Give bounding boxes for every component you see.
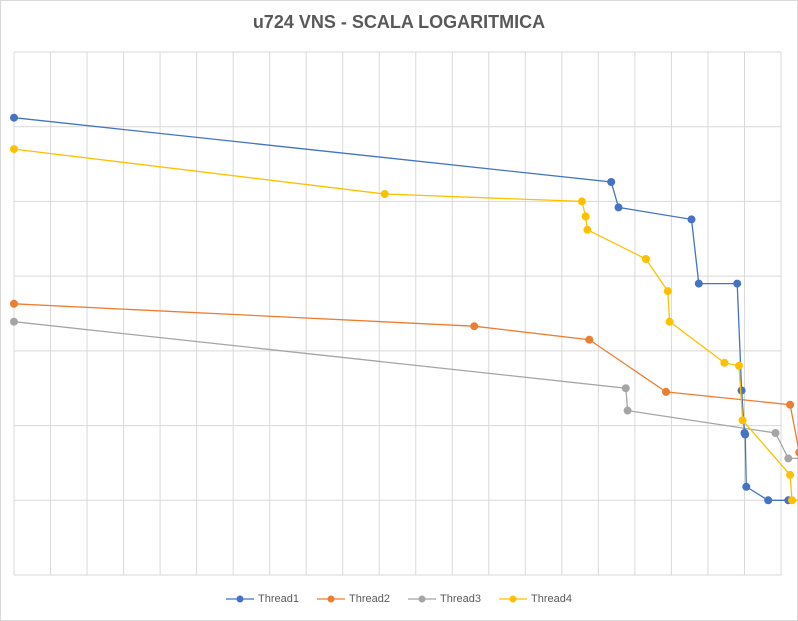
legend-swatch xyxy=(226,595,255,603)
legend-swatch xyxy=(317,595,346,603)
series-layer xyxy=(10,113,798,505)
data-point-thread4 xyxy=(577,197,586,206)
data-point-thread1 xyxy=(737,386,746,395)
data-point-thread1 xyxy=(694,279,703,288)
data-point-thread4 xyxy=(786,470,795,479)
data-point-thread2 xyxy=(795,448,798,457)
data-point-thread2 xyxy=(662,387,670,396)
data-point-thread4 xyxy=(735,361,743,370)
series-thread3 xyxy=(10,317,798,463)
data-point-thread4 xyxy=(581,212,590,221)
data-point-thread1 xyxy=(742,482,751,491)
data-point-thread2 xyxy=(786,400,795,409)
legend-swatch xyxy=(408,595,436,603)
data-point-thread1 xyxy=(687,215,696,224)
legend-label: Thread3 xyxy=(440,593,481,605)
data-point-thread4 xyxy=(788,496,796,505)
data-point-thread1 xyxy=(733,279,742,288)
series-thread4 xyxy=(10,145,798,505)
data-point-thread3 xyxy=(621,384,630,393)
data-point-thread2 xyxy=(10,299,18,308)
legend-item-thread2: Thread2 xyxy=(317,593,390,605)
data-point-thread1 xyxy=(614,203,623,212)
legend-swatch xyxy=(498,595,527,603)
legend-label: Thread4 xyxy=(530,593,572,605)
series-line-thread2 xyxy=(13,303,798,450)
data-point-thread4 xyxy=(663,287,672,296)
data-point-thread4 xyxy=(380,190,389,198)
data-point-thread4 xyxy=(738,416,747,425)
series-thread2 xyxy=(10,299,798,457)
data-point-thread4 xyxy=(583,225,592,234)
data-point-thread1 xyxy=(10,113,18,122)
data-point-thread3 xyxy=(784,454,793,463)
chart-title: u724 VNS - SCALA LOGARITMICA xyxy=(252,12,546,32)
data-point-thread4 xyxy=(665,317,674,326)
legend-item-thread3: Thread3 xyxy=(408,593,481,605)
data-point-thread3 xyxy=(10,317,18,326)
data-point-thread4 xyxy=(10,145,18,154)
legend-item-thread1: Thread1 xyxy=(226,593,299,605)
data-point-thread1 xyxy=(741,430,750,439)
legend-label: Thread2 xyxy=(349,593,390,605)
data-point-thread4 xyxy=(720,358,729,367)
data-point-thread2 xyxy=(470,322,479,331)
gridlines xyxy=(13,51,782,576)
legend: Thread1 Thread2 Thread3 Thread4 xyxy=(0,593,798,605)
data-point-thread3 xyxy=(771,429,780,437)
data-point-thread2 xyxy=(585,335,594,344)
data-point-thread1 xyxy=(607,178,616,186)
data-point-thread1 xyxy=(764,496,773,505)
data-point-thread4 xyxy=(641,255,650,263)
series-line-thread3 xyxy=(13,321,798,460)
legend-label: Thread1 xyxy=(258,593,300,605)
series-thread1 xyxy=(10,113,798,505)
legend-item-thread4: Thread4 xyxy=(498,593,572,605)
data-point-thread3 xyxy=(623,406,632,415)
